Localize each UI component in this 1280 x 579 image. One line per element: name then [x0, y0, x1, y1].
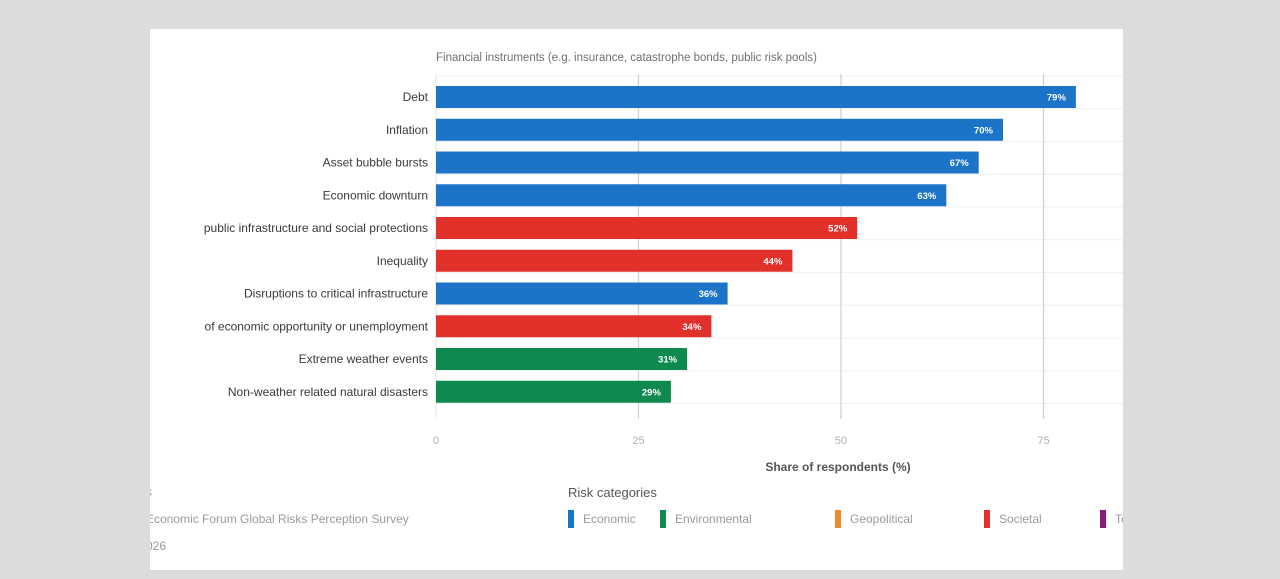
legend-label: Environmental	[675, 512, 752, 526]
legend-swatch	[835, 510, 841, 528]
x-tick-label: 75	[1037, 435, 1049, 447]
legend-item: Geopolitical	[835, 510, 913, 528]
legend-swatch	[660, 510, 666, 528]
footer-year: 026	[150, 539, 167, 553]
category-label: Economic downturn	[323, 188, 428, 202]
category-label: of economic opportunity or unemployment	[205, 319, 429, 333]
legend-title: Risk categories	[568, 485, 657, 500]
footer-source-fragment: s	[150, 485, 152, 499]
bar	[436, 184, 947, 207]
x-tick-label: 50	[835, 435, 847, 447]
category-label: Disruptions to critical infrastructure	[244, 287, 428, 301]
legend-swatch	[568, 510, 574, 528]
legend-swatch	[1100, 510, 1106, 528]
bar-value-label: 52%	[828, 224, 848, 235]
bar-value-label: 70%	[974, 125, 994, 136]
bar	[436, 315, 712, 338]
bar-value-label: 34%	[682, 322, 702, 333]
footer-source: Economic Forum Global Risks Perception S…	[150, 512, 409, 526]
bar-chart: Financial instruments (e.g. insurance, c…	[204, 52, 1123, 474]
bar	[436, 380, 671, 403]
category-label: Inequality	[377, 254, 428, 268]
legend-label: Economic	[583, 512, 636, 526]
bar-value-label: 44%	[763, 256, 783, 267]
legend-label: Geopolitical	[850, 512, 913, 526]
bar-value-label: 67%	[950, 158, 970, 169]
category-label: Inflation	[386, 123, 428, 137]
legend-item: Environmental	[660, 510, 752, 528]
legend-swatch	[984, 510, 990, 528]
bar	[436, 118, 1003, 141]
legend-label: Te	[1115, 512, 1123, 526]
chart-subtitle: Financial instruments (e.g. insurance, c…	[436, 52, 817, 64]
category-label: Non-weather related natural disasters	[228, 385, 428, 399]
x-tick-label: 0	[433, 435, 439, 447]
bar-value-label: 63%	[917, 191, 937, 202]
bar	[436, 217, 858, 239]
category-label: Debt	[403, 90, 429, 104]
category-label: public infrastructure and social protect…	[204, 221, 428, 235]
bar	[436, 151, 979, 174]
bar	[436, 282, 728, 305]
bar-value-label: 29%	[642, 387, 662, 398]
bar-value-label: 31%	[658, 355, 678, 366]
x-axis-title: Share of respondents (%)	[765, 460, 910, 474]
bar	[436, 249, 793, 272]
category-label: Asset bubble bursts	[323, 156, 428, 170]
chart-panel: Financial instruments (e.g. insurance, c…	[150, 29, 1123, 570]
bar	[436, 348, 688, 370]
legend-item: Te	[1100, 510, 1123, 528]
x-tick-label: 25	[632, 435, 644, 447]
legend-item: Societal	[984, 510, 1042, 528]
legend-item: Economic	[568, 510, 636, 528]
bar-value-label: 36%	[699, 289, 719, 300]
bar	[436, 86, 1076, 108]
category-label: Extreme weather events	[299, 352, 428, 366]
bar-value-label: 79%	[1047, 93, 1067, 104]
legend-label: Societal	[999, 512, 1042, 526]
